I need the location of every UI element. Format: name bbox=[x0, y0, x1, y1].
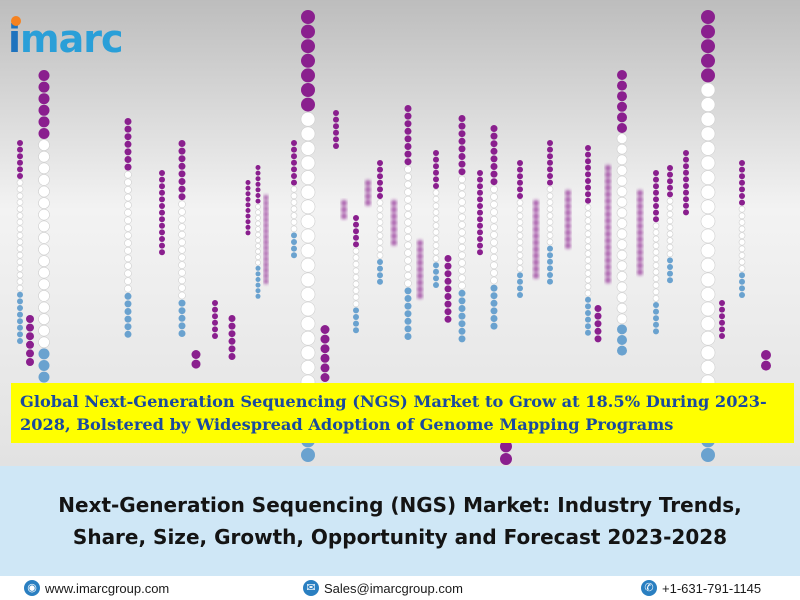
headline-line-2: 2028, Bolstered by Widespread Adoption o… bbox=[20, 415, 674, 434]
report-title-line-2: Share, Size, Growth, Opportunity and For… bbox=[72, 525, 728, 549]
phone-number[interactable]: +1-631-791-1145 bbox=[662, 580, 762, 596]
globe-icon: ◉ bbox=[24, 580, 40, 596]
contact-bar: ◉ www.imarcgroup.com ✉ Sales@imarcgroup.… bbox=[0, 576, 800, 600]
report-title: Next-Generation Sequencing (NGS) Market:… bbox=[10, 489, 790, 553]
email-contact[interactable]: ✉ Sales@imarcgroup.com bbox=[303, 580, 463, 596]
phone-icon: ✆ bbox=[641, 580, 657, 596]
hero-banner: imarc Global Next-Generation Sequencing … bbox=[0, 0, 800, 466]
imarc-logo: imarc bbox=[8, 16, 124, 61]
phone-contact[interactable]: ✆ +1-631-791-1145 bbox=[641, 580, 761, 596]
email-link[interactable]: Sales@imarcgroup.com bbox=[324, 580, 463, 596]
website-contact[interactable]: ◉ www.imarcgroup.com bbox=[24, 580, 169, 596]
headline-banner: Global Next-Generation Sequencing (NGS) … bbox=[11, 383, 794, 443]
mail-icon: ✉ bbox=[303, 580, 319, 596]
headline-line-1: Global Next-Generation Sequencing (NGS) … bbox=[20, 392, 767, 411]
logo-wordmark: marc bbox=[20, 17, 124, 61]
website-link[interactable]: www.imarcgroup.com bbox=[45, 580, 170, 596]
logo-letter-i: i bbox=[8, 17, 21, 61]
logo-dot bbox=[11, 16, 21, 26]
report-title-band: Next-Generation Sequencing (NGS) Market:… bbox=[0, 466, 800, 576]
report-title-line-1: Next-Generation Sequencing (NGS) Market:… bbox=[58, 493, 742, 517]
